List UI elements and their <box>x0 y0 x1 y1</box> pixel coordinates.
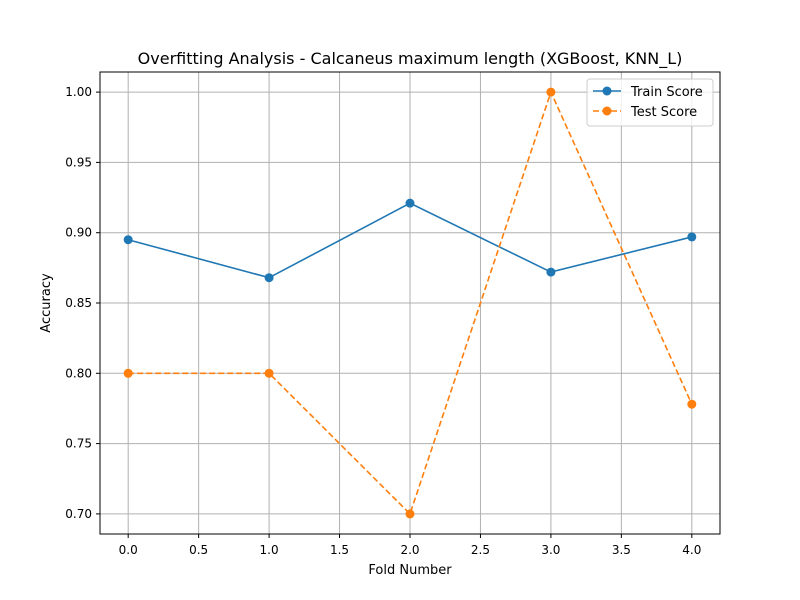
train-score-point <box>687 232 697 242</box>
x-tick-label: 3.5 <box>612 543 631 557</box>
y-tick-label: 0.75 <box>65 437 92 451</box>
train-score-point <box>546 267 556 277</box>
chart-title: Overfitting Analysis - Calcaneus maximum… <box>138 49 683 69</box>
x-axis-label: Fold Number <box>368 563 452 578</box>
x-tick-label: 2.5 <box>471 543 490 557</box>
x-tick-label: 1.5 <box>330 543 349 557</box>
legend-train-label: Train Score <box>630 85 703 100</box>
x-axis-ticks: 0.0 0.5 1.0 1.5 2.0 2.5 3.0 3.5 4.0 <box>119 534 701 557</box>
y-tick-label: 0.70 <box>65 507 92 521</box>
x-tick-label: 1.0 <box>260 543 279 557</box>
test-score-point <box>123 368 133 378</box>
test-score-line <box>128 89 693 516</box>
x-tick-label: 0.0 <box>119 543 138 557</box>
y-tick-label: 0.95 <box>65 155 92 169</box>
test-score-point <box>405 509 415 519</box>
y-axis-ticks: 0.70 0.75 0.80 0.85 0.90 0.95 1.00 <box>65 85 100 521</box>
y-tick-label: 0.85 <box>65 296 92 310</box>
legend-test-label: Test Score <box>630 105 697 120</box>
test-score-point <box>687 399 697 409</box>
legend-train-marker <box>602 86 612 96</box>
plot-series <box>123 87 697 519</box>
train-score-point <box>405 198 415 208</box>
legend: Train Score Test Score <box>586 78 714 127</box>
y-tick-label: 0.90 <box>65 226 92 240</box>
x-tick-label: 4.0 <box>682 543 701 557</box>
y-tick-label: 0.80 <box>65 366 92 380</box>
y-axis-label: Accuracy <box>39 273 54 333</box>
train-score-point <box>123 235 133 245</box>
x-tick-label: 2.0 <box>400 543 419 557</box>
test-score-point <box>546 87 556 97</box>
test-score-point <box>264 368 274 378</box>
train-score-point <box>264 273 274 283</box>
y-tick-label: 1.00 <box>65 85 92 99</box>
x-tick-label: 3.0 <box>541 543 560 557</box>
x-tick-label: 0.5 <box>189 543 208 557</box>
legend-test-marker <box>602 106 612 116</box>
